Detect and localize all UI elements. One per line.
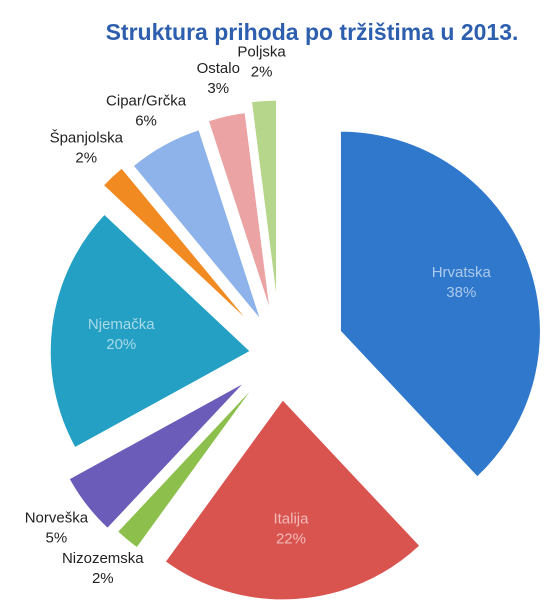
value-label: 5% — [46, 529, 68, 546]
value-label: 38% — [446, 284, 476, 301]
pie-slice — [207, 112, 271, 312]
slice-label: Italija — [273, 511, 309, 528]
slice-label: Njemačka — [88, 316, 155, 333]
value-label: 2% — [251, 64, 273, 81]
pie-slice — [49, 213, 252, 449]
pie-slice — [116, 385, 255, 549]
value-label: 22% — [276, 531, 306, 548]
slice-label: Poljska — [237, 44, 286, 61]
slice-label: Cipar/Grčka — [106, 92, 187, 109]
value-label: 2% — [75, 150, 97, 167]
slice-label: Ostalo — [197, 60, 240, 77]
pie-slice — [339, 130, 541, 478]
slice-label: Norveška — [25, 509, 89, 526]
pie-slice — [164, 399, 421, 601]
pie-slice — [102, 167, 250, 323]
value-label: 3% — [207, 80, 229, 97]
slice-label: Hrvatska — [432, 264, 492, 281]
slice-label: Španjolska — [50, 130, 124, 147]
pie-slice — [132, 129, 262, 321]
slice-label: Nizozemska — [62, 550, 144, 567]
pie-slice — [68, 382, 245, 530]
value-label: 6% — [135, 112, 157, 129]
value-label: 20% — [106, 336, 136, 353]
value-label: 2% — [92, 570, 114, 587]
pie-slice — [250, 99, 278, 301]
chart-title: Struktura prihoda po tržištima u 2013. — [106, 19, 519, 45]
